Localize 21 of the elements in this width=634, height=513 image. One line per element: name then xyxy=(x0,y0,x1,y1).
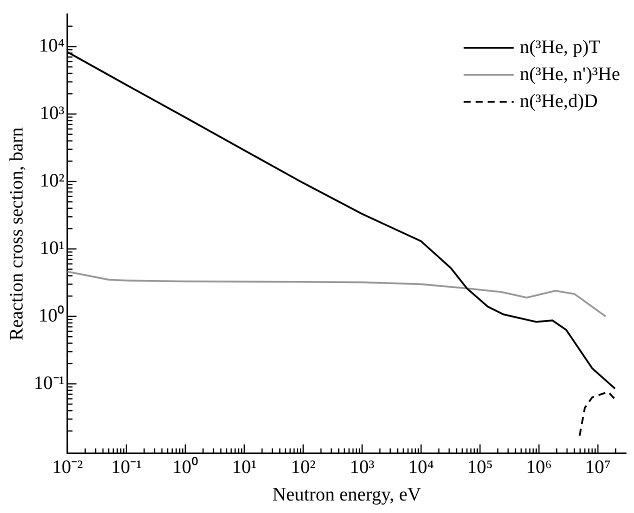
x-tick-label: 10⁻² xyxy=(52,456,84,478)
x-tick-label: 10² xyxy=(290,456,316,478)
x-tick-label: 10⁻¹ xyxy=(111,456,142,478)
x-tick-label: 10³ xyxy=(350,456,375,478)
x-tick-label: 10¹ xyxy=(232,456,257,478)
y-axis-title: Reaction cross section, barn xyxy=(6,126,28,340)
legend-label: n(³He, p)T xyxy=(520,36,601,58)
legend-label: n(³He, n')³He xyxy=(520,64,620,85)
y-tick-label: 10³ xyxy=(40,103,65,124)
y-tick-label: 10⁴ xyxy=(38,36,65,57)
x-tick-label: 10⁰ xyxy=(172,456,198,478)
y-tick-label: 10⁻¹ xyxy=(34,372,65,394)
y-tick-label: 10² xyxy=(40,170,65,192)
legend-label: n(³He,d)D xyxy=(520,90,598,112)
x-tick-label: 10⁴ xyxy=(408,456,434,478)
x-tick-label: 10⁶ xyxy=(526,456,552,478)
x-tick-label: 10⁵ xyxy=(467,456,493,478)
x-axis-title: Neutron energy, eV xyxy=(272,484,422,506)
x-tick-label: 10⁷ xyxy=(585,456,611,478)
y-tick-label: 10¹ xyxy=(40,238,65,259)
y-tick-label: 10⁰ xyxy=(38,304,64,326)
